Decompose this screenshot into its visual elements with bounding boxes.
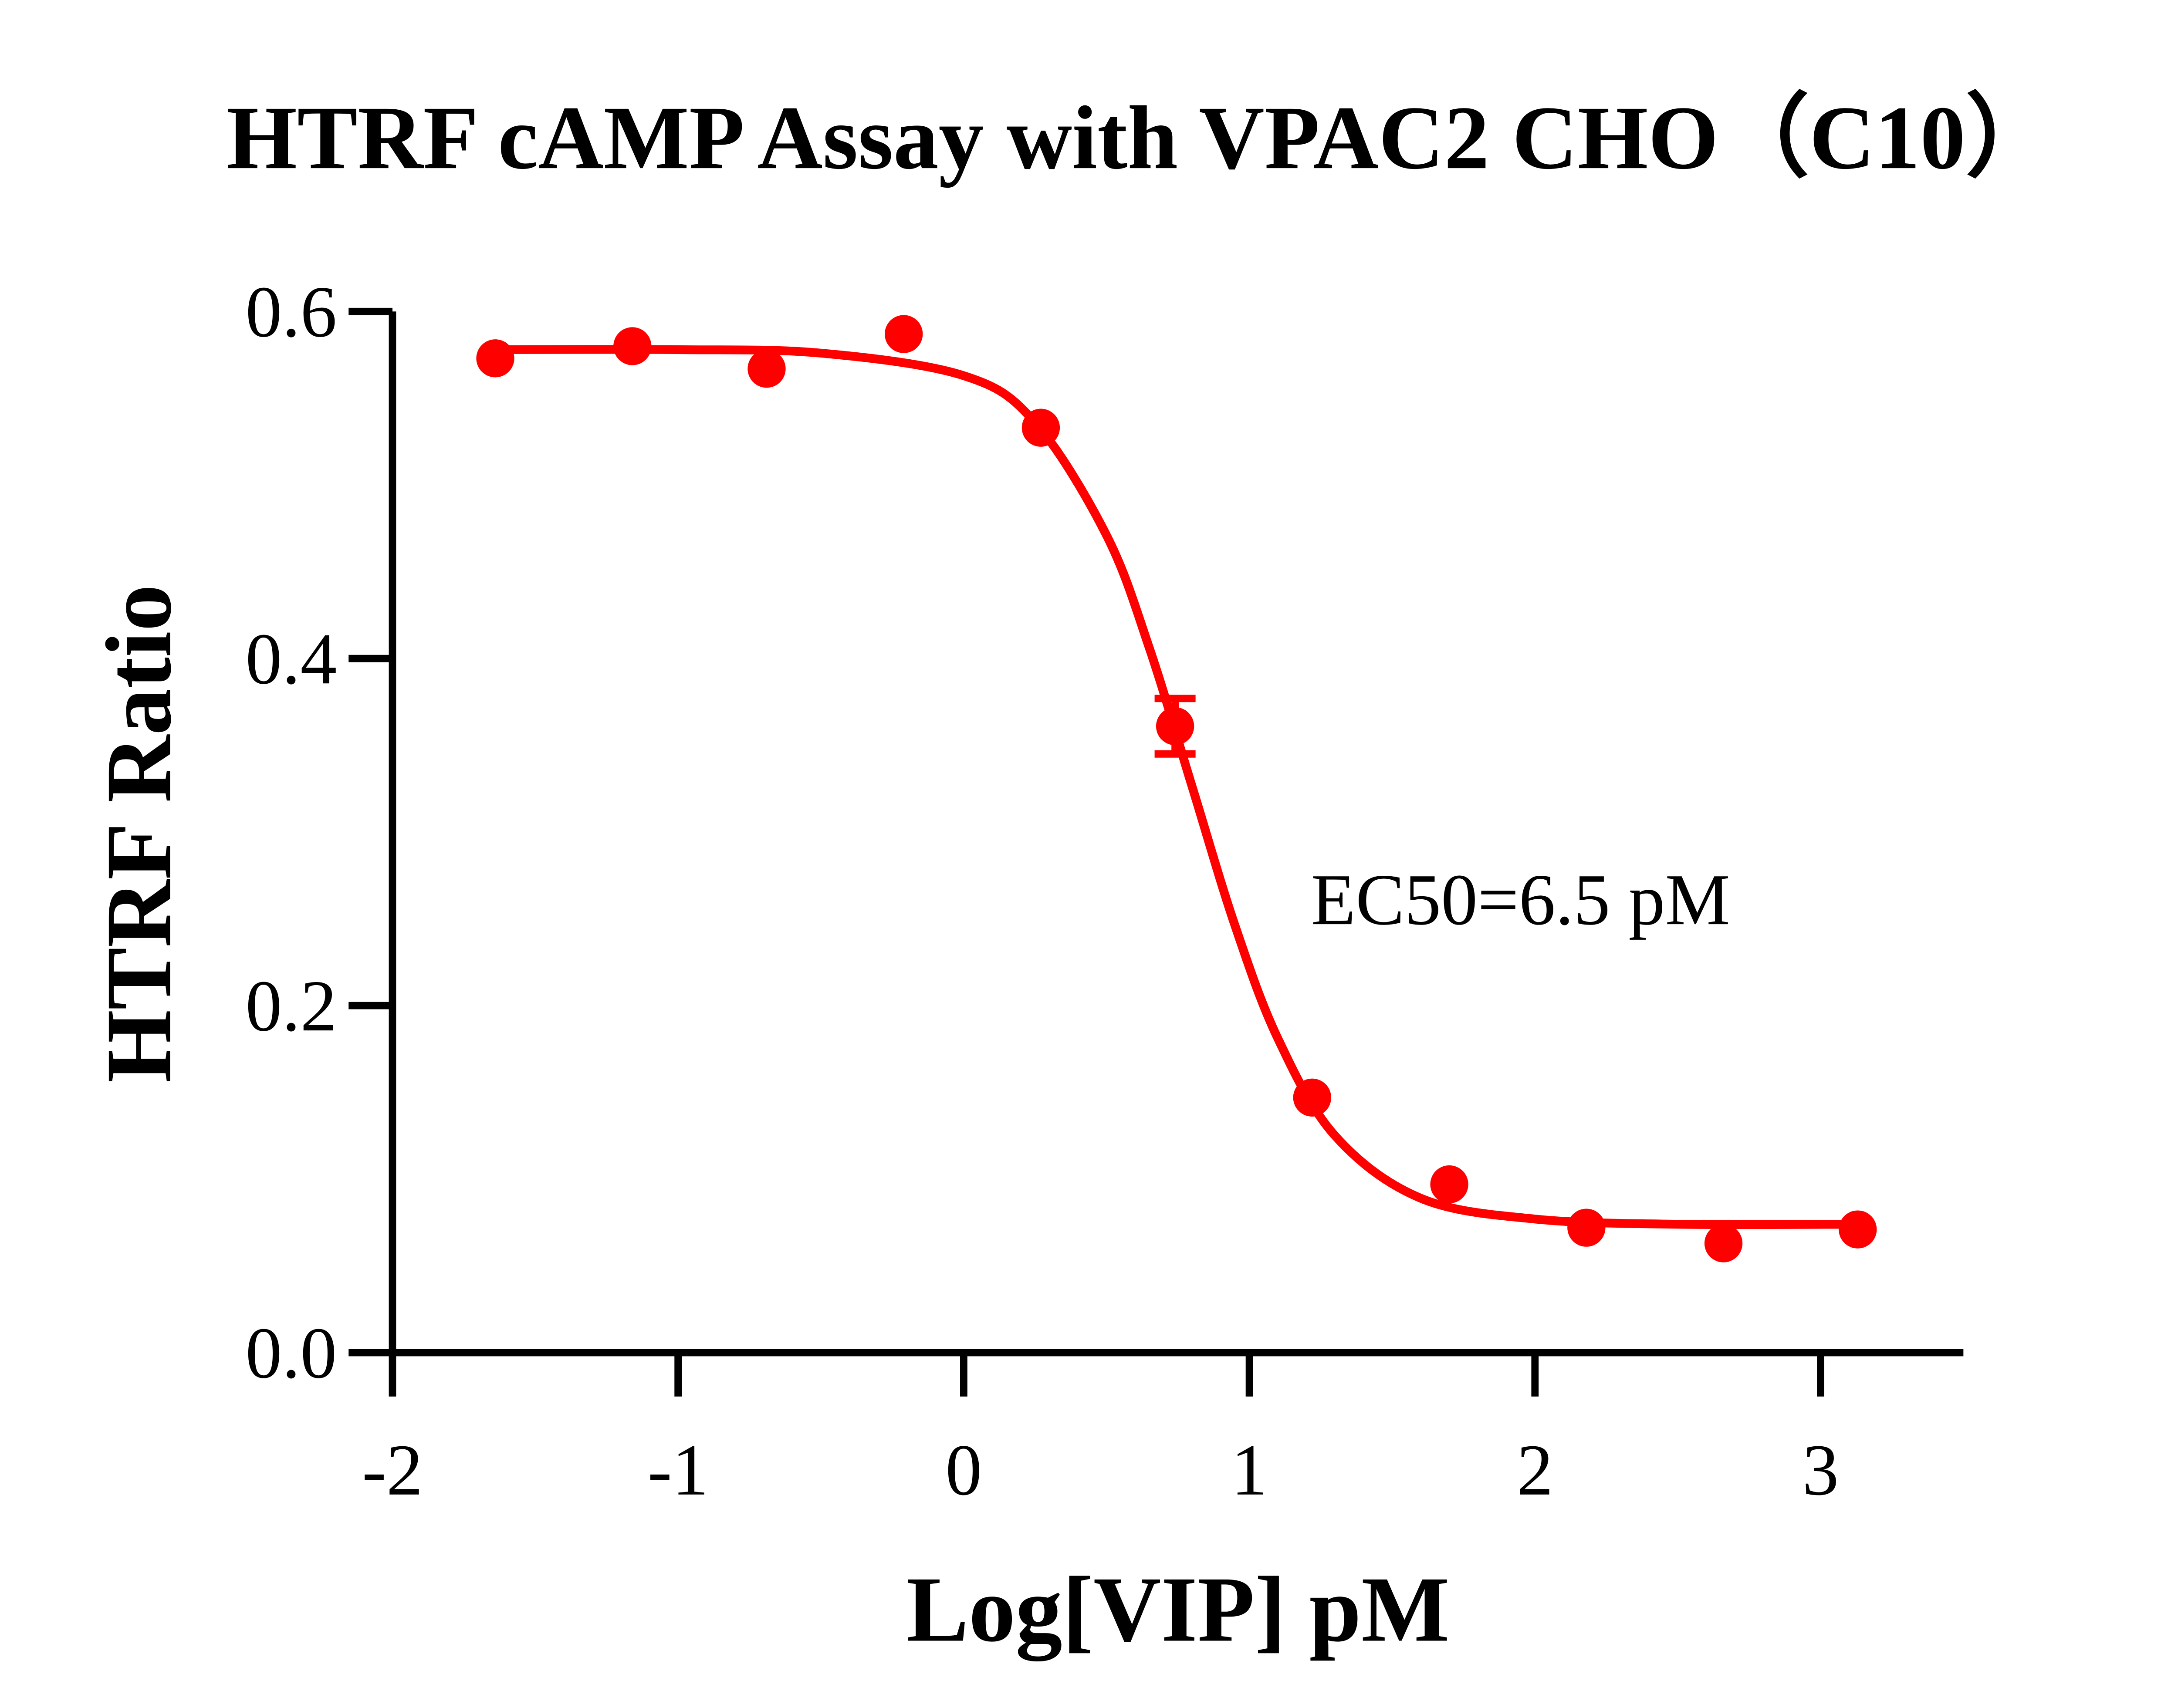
y-tick-label: 0.6 bbox=[246, 271, 337, 352]
y-axis-title: HTRF Ratio bbox=[87, 584, 191, 1083]
data-point bbox=[1567, 1208, 1606, 1247]
fit-curve bbox=[495, 345, 1858, 1229]
data-point bbox=[1021, 408, 1060, 447]
x-tick-label: 1 bbox=[1231, 1430, 1268, 1511]
x-axis-title: Log[VIP] pM bbox=[906, 1558, 1449, 1661]
y-tick-label: 0.0 bbox=[246, 1313, 337, 1394]
data-point bbox=[1293, 1078, 1331, 1117]
data-point bbox=[613, 327, 652, 365]
data-point bbox=[476, 339, 514, 378]
data-point bbox=[747, 350, 786, 388]
data-point bbox=[1430, 1165, 1468, 1204]
x-tick-label: 2 bbox=[1517, 1430, 1553, 1511]
x-tick-label: -2 bbox=[362, 1430, 423, 1511]
ec50-annotation: EC50=6.5 pM bbox=[1311, 859, 1730, 940]
x-tick-label: 3 bbox=[1803, 1430, 1839, 1511]
data-point bbox=[1156, 707, 1194, 746]
y-tick-label: 0.2 bbox=[246, 965, 337, 1046]
y-tick-label: 0.4 bbox=[246, 618, 337, 699]
x-tick-label: 0 bbox=[945, 1430, 982, 1511]
x-tick-label: -1 bbox=[648, 1430, 709, 1511]
data-point bbox=[1704, 1224, 1743, 1262]
chart-title: HTRF cAMP Assay with VPAC2 CHO（C10） bbox=[227, 88, 2056, 188]
data-point bbox=[885, 315, 923, 353]
data-point bbox=[1839, 1210, 1877, 1249]
